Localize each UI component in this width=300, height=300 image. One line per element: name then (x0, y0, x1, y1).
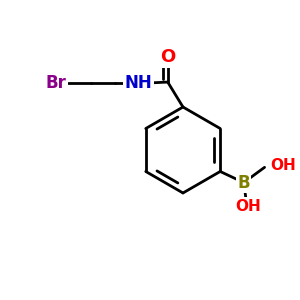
Text: OH: OH (271, 158, 296, 173)
Text: Br: Br (46, 74, 67, 92)
Text: O: O (160, 48, 176, 66)
Text: NH: NH (125, 74, 152, 92)
Text: B: B (238, 174, 250, 192)
Text: OH: OH (235, 199, 261, 214)
